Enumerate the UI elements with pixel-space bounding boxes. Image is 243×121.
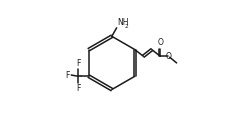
Text: F: F (65, 71, 69, 79)
Text: 2: 2 (125, 24, 129, 29)
Text: F: F (76, 59, 81, 68)
Text: O: O (166, 52, 172, 61)
Text: O: O (157, 38, 163, 47)
Text: F: F (76, 84, 81, 93)
Text: NH: NH (117, 18, 129, 27)
